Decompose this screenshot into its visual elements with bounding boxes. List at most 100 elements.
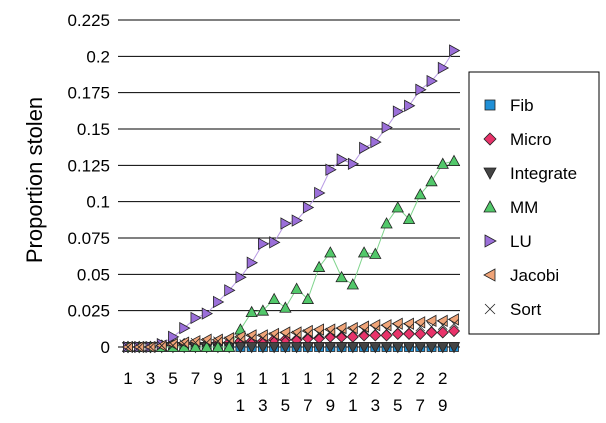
data-point: [235, 334, 246, 345]
x-tick-label: 7: [191, 369, 200, 388]
y-tick-label: 0.175: [67, 84, 110, 103]
data-point: [303, 329, 313, 339]
legend-label: Fib: [510, 96, 534, 115]
data-point: [391, 201, 404, 213]
legend-item-lu: LU: [484, 232, 532, 251]
legend-label: MM: [510, 198, 538, 217]
data-point: [235, 271, 247, 284]
data-point: [201, 337, 212, 348]
data-point: [245, 305, 258, 318]
data-point: [324, 342, 337, 354]
data-point: [393, 323, 403, 333]
data-point: [312, 260, 326, 272]
data-point: [267, 292, 281, 304]
x-tick-label: 9: [213, 369, 222, 388]
y-tick-label: 0: [101, 338, 110, 357]
y-axis-label: Proportion stolen: [22, 97, 47, 263]
data-point: [324, 246, 337, 258]
legend-item-integrate: Integrate: [483, 164, 577, 183]
series-sort: [123, 318, 459, 352]
series-line-mm: [128, 160, 455, 348]
data-point: [335, 342, 348, 354]
data-point: [425, 342, 438, 354]
data-point: [267, 342, 281, 354]
data-point: [246, 333, 257, 344]
data-point: [222, 340, 236, 352]
data-point: [425, 174, 438, 187]
legend-label: LU: [510, 232, 532, 251]
data-point: [301, 342, 315, 354]
data-point: [234, 342, 247, 354]
series-line-lu: [128, 50, 455, 348]
data-point: [301, 292, 315, 304]
data-point: [256, 304, 270, 316]
data-point: [325, 327, 336, 338]
data-point: [357, 246, 371, 258]
data-point: [402, 212, 416, 225]
data-point: [224, 336, 234, 346]
legend-label: Micro: [510, 130, 552, 149]
data-point: [189, 335, 201, 348]
data-point: [269, 332, 279, 342]
data-point: [302, 201, 315, 214]
series-layer: [121, 44, 461, 354]
legend-marker: [483, 268, 496, 282]
y-axis-ticks: 0 0.025 0.05 0.075 0.1 0.125 0.15 0.175 0.2 0.225: [67, 11, 110, 357]
data-point: [179, 339, 189, 349]
data-point: [347, 157, 360, 171]
data-point: [380, 217, 393, 229]
gridlines: [118, 19, 460, 348]
y-tick-label: 0.125: [67, 156, 110, 175]
legend-marker: [483, 167, 497, 180]
data-point: [279, 342, 292, 354]
data-point: [211, 333, 223, 346]
data-point: [213, 336, 223, 346]
data-point: [314, 329, 324, 339]
y-tick-label: 0.075: [67, 229, 110, 248]
data-point: [291, 214, 303, 227]
legend-marker: [484, 234, 497, 248]
data-point: [335, 270, 348, 283]
data-point: [257, 237, 270, 250]
data-point: [168, 330, 180, 344]
legend-label: Sort: [510, 300, 541, 319]
data-point: [213, 295, 225, 309]
data-point: [369, 329, 382, 342]
y-tick-label: 0.05: [77, 265, 110, 284]
data-point: [426, 321, 437, 332]
data-point: [312, 342, 326, 354]
data-point: [436, 342, 449, 354]
legend-marker: [483, 132, 497, 146]
data-point: [200, 340, 213, 352]
data-point: [258, 333, 268, 344]
series-lu: [123, 44, 461, 354]
data-point: [190, 311, 202, 325]
data-point: [290, 282, 303, 294]
y-tick-label: 0.025: [67, 302, 110, 321]
legend-item-mm: MM: [483, 198, 538, 217]
legend-item-micro: Micro: [483, 130, 552, 149]
data-point: [336, 153, 348, 166]
data-point: [211, 340, 225, 352]
data-point: [404, 99, 416, 112]
x-axis-ticks: 1 3 5 7 9 1 11 31 51 71 92 12 32 52 72 9: [123, 369, 447, 415]
data-point: [156, 340, 167, 351]
x-tick-label: 1: [123, 369, 132, 388]
data-point: [380, 342, 393, 354]
data-point: [246, 256, 258, 269]
data-point: [224, 284, 236, 297]
data-point: [269, 236, 281, 249]
data-point: [177, 336, 190, 349]
y-tick-label: 0.2: [86, 47, 110, 66]
data-point: [145, 342, 156, 352]
data-point: [449, 318, 459, 329]
data-point: [425, 326, 438, 339]
data-point: [280, 217, 292, 230]
